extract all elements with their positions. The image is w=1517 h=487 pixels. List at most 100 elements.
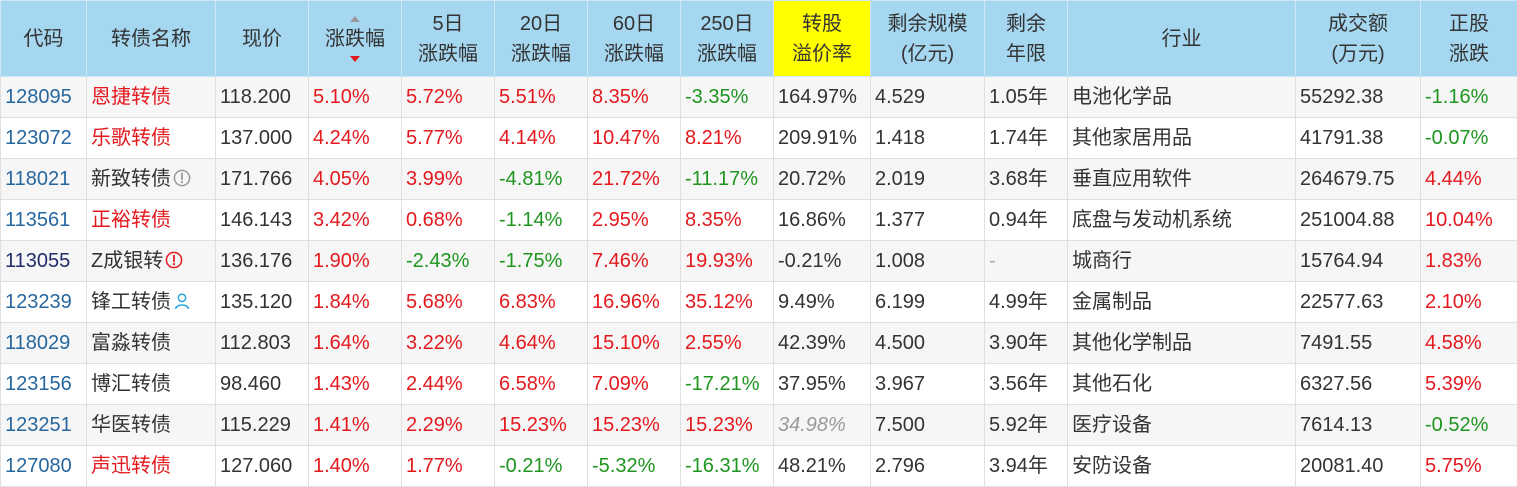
bond-name-link[interactable]: 声迅转债: [91, 455, 171, 477]
bond-name-link[interactable]: 乐歌转债: [91, 127, 171, 149]
change-cell: 1.84%: [308, 281, 402, 323]
column-header-change-5d[interactable]: 5日涨跌幅: [401, 0, 495, 77]
column-header-text: 250日: [700, 12, 754, 35]
column-header-remaining-size[interactable]: 剩余规模 (亿元): [870, 0, 985, 77]
change-20d-cell: 5.51%: [494, 76, 588, 118]
bond-name-link[interactable]: 锋工转债: [91, 291, 171, 313]
remaining-size-cell: 6.199: [870, 281, 985, 323]
bond-name-link[interactable]: 富淼转债: [91, 332, 171, 354]
bond-name-link[interactable]: 正裕转债: [91, 209, 171, 231]
change-250d-cell: 35.12%: [680, 281, 774, 323]
stock-change-cell: 4.58%: [1420, 322, 1517, 364]
column-header-stock-change[interactable]: 正股 涨跌: [1420, 0, 1517, 77]
column-header-price[interactable]: 现价: [215, 0, 309, 77]
column-header-remaining-years[interactable]: 剩余 年限: [984, 0, 1068, 77]
industry-cell: 安防设备: [1067, 445, 1296, 487]
bond-name-link[interactable]: 华医转债: [91, 414, 171, 436]
table-row: 118021 新致转债 171.766 4.05% 3.99% -4.81% 21.72% -…: [0, 158, 1517, 200]
table-row: 123156 博汇转债 98.460 1.43% 2.44% 6.58% 7.09% -17.…: [0, 363, 1517, 405]
bond-code-cell[interactable]: 123239: [0, 281, 87, 323]
remaining-size-cell: 7.500: [870, 404, 985, 446]
bond-name-link[interactable]: 恩捷转债: [91, 86, 171, 108]
remaining-years-cell: 0.94年: [984, 199, 1068, 241]
remaining-size-cell: 4.500: [870, 322, 985, 364]
turnover-cell: 7614.13: [1295, 404, 1421, 446]
bond-name-cell: 恩捷转债: [86, 76, 216, 118]
bond-code-cell[interactable]: 128095: [0, 76, 87, 118]
sort-asc-icon[interactable]: [350, 15, 360, 22]
bond-name-cell: 乐歌转债: [86, 117, 216, 159]
stock-change-cell: -0.52%: [1420, 404, 1517, 446]
change-cell: 3.42%: [308, 199, 402, 241]
bond-code-cell[interactable]: 118029: [0, 322, 87, 364]
change-5d-cell: 5.72%: [401, 76, 495, 118]
column-header-bond-code[interactable]: 代码: [0, 0, 87, 77]
column-header-conversion-premium[interactable]: 转股 溢价率: [773, 0, 871, 77]
column-header-text: 涨跌幅: [418, 42, 478, 65]
remaining-size-cell: 1.418: [870, 117, 985, 159]
change-60d-cell: 15.23%: [587, 404, 681, 446]
column-header-text: 涨跌幅: [511, 42, 571, 65]
header-row: 代码 转债名称 现价 涨跌幅 5日 涨跌幅 20日 涨跌幅 60日 涨跌幅 250日 涨跌幅 转股 溢价率…: [0, 0, 1517, 77]
price-cell: 136.176: [215, 240, 309, 282]
column-header-label: 5日涨跌幅: [404, 9, 492, 69]
industry-cell: 其他化学制品: [1067, 322, 1296, 364]
bond-code-cell[interactable]: 123072: [0, 117, 87, 159]
change-60d-cell: 7.09%: [587, 363, 681, 405]
bond-name-cell: 声迅转债: [86, 445, 216, 487]
column-header-industry[interactable]: 行业: [1067, 0, 1296, 77]
bond-name-link[interactable]: Z成银转: [91, 250, 164, 272]
conversion-premium-cell: 42.39%: [773, 322, 871, 364]
bond-code-cell[interactable]: 127080: [0, 445, 87, 487]
change-20d-cell: -1.14%: [494, 199, 588, 241]
column-header-text: (万元): [1331, 42, 1385, 65]
column-header-label: 剩余 年限: [987, 9, 1065, 69]
change-250d-cell: -17.21%: [680, 363, 774, 405]
turnover-cell: 6327.56: [1295, 363, 1421, 405]
change-20d-cell: -1.75%: [494, 240, 588, 282]
column-header-change-250d[interactable]: 250日涨跌幅: [680, 0, 774, 77]
change-20d-cell: 4.64%: [494, 322, 588, 364]
bond-name-cell: 锋工转债: [86, 281, 216, 323]
conversion-premium-cell: 20.72%: [773, 158, 871, 200]
change-60d-cell: 10.47%: [587, 117, 681, 159]
remaining-size-cell: 1.008: [870, 240, 985, 282]
remaining-years-cell: 1.74年: [984, 117, 1068, 159]
column-header-text: 5日: [432, 12, 464, 35]
table-row: 118029 富淼转债 112.803 1.64% 3.22% 4.64% 15.10% 2.…: [0, 322, 1517, 364]
change-60d-cell: 21.72%: [587, 158, 681, 200]
stock-change-cell: 10.04%: [1420, 199, 1517, 241]
table-row: 123072 乐歌转债 137.000 4.24% 5.77% 4.14% 10.47% 8.…: [0, 117, 1517, 159]
bond-code-cell[interactable]: 123251: [0, 404, 87, 446]
sort-desc-icon[interactable]: [350, 55, 360, 62]
bond-name-link[interactable]: 博汇转债: [91, 373, 171, 395]
column-header-label: 剩余规模 (亿元): [873, 9, 982, 69]
change-cell: 1.43%: [308, 363, 402, 405]
bond-code-cell[interactable]: 113561: [0, 199, 87, 241]
column-header-text: 涨跌幅: [604, 42, 664, 65]
change-cell: 4.05%: [308, 158, 402, 200]
column-header-text: 年限: [1006, 42, 1046, 65]
column-header-turnover[interactable]: 成交额 (万元): [1295, 0, 1421, 77]
change-5d-cell: 3.22%: [401, 322, 495, 364]
bond-name-link[interactable]: 新致转债: [91, 168, 171, 190]
column-header-change[interactable]: 涨跌幅: [308, 0, 402, 77]
bond-code-cell[interactable]: 113055: [0, 240, 87, 282]
column-header-bond-name[interactable]: 转债名称: [86, 0, 216, 77]
column-header-text: 涨跌幅: [697, 42, 757, 65]
stock-change-cell: 5.39%: [1420, 363, 1517, 405]
remaining-years-cell: 1.05年: [984, 76, 1068, 118]
bond-name-cell: 新致转债: [86, 158, 216, 200]
change-20d-cell: -4.81%: [494, 158, 588, 200]
price-cell: 171.766: [215, 158, 309, 200]
column-header-change-20d[interactable]: 20日 涨跌幅: [494, 0, 588, 77]
change-250d-cell: 8.35%: [680, 199, 774, 241]
column-header-text: 正股: [1449, 12, 1489, 35]
bond-code-cell[interactable]: 118021: [0, 158, 87, 200]
bond-code-cell[interactable]: 123156: [0, 363, 87, 405]
column-header-change-60d[interactable]: 60日 涨跌幅: [587, 0, 681, 77]
change-60d-cell: 15.10%: [587, 322, 681, 364]
change-5d-cell: 2.44%: [401, 363, 495, 405]
change-20d-cell: 6.83%: [494, 281, 588, 323]
